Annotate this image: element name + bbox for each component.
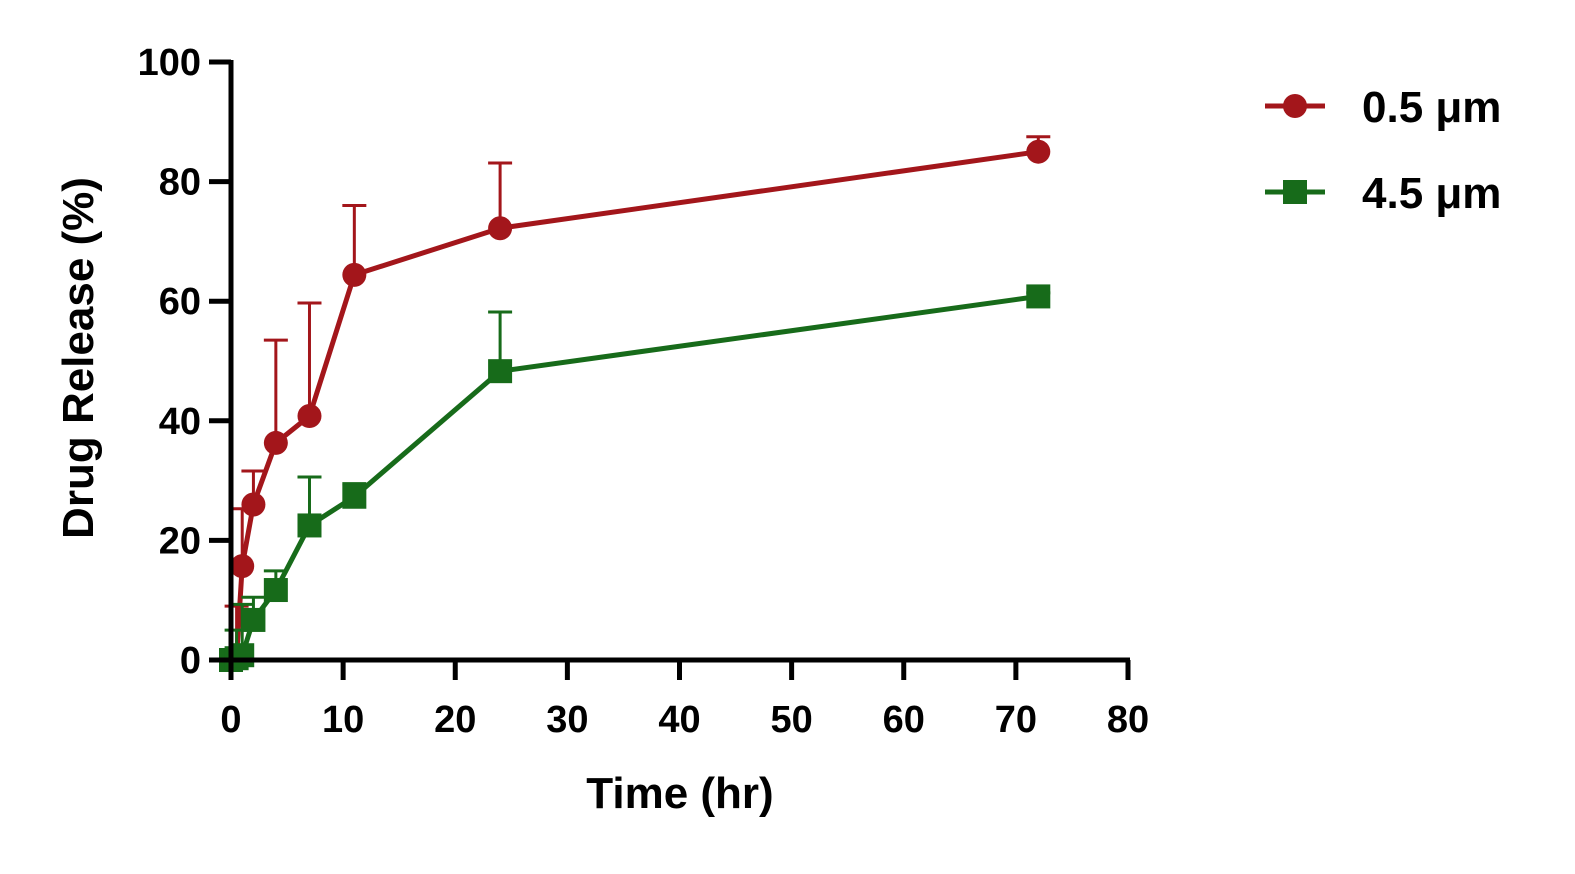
legend: 0.5 μm 4.5 μm	[1265, 83, 1501, 218]
legend-marker	[1283, 94, 1307, 118]
data-point	[1026, 284, 1051, 309]
legend-label: 4.5 μm	[1362, 169, 1501, 218]
plot-area	[219, 135, 1051, 672]
y-tick-label: 60	[159, 281, 201, 323]
x-axis-title: Time (hr)	[586, 769, 773, 818]
y-tick-label: 40	[159, 401, 201, 443]
data-point	[297, 513, 322, 538]
data-point	[230, 554, 255, 579]
legend-marker	[1283, 180, 1307, 204]
data-point	[241, 607, 266, 632]
x-tick-label: 80	[1107, 699, 1149, 741]
x-tick-label: 0	[220, 699, 241, 741]
y-tick-label: 0	[180, 640, 201, 682]
data-point	[488, 216, 513, 241]
series-1	[219, 135, 1051, 672]
legend-item: 4.5 μm	[1265, 169, 1501, 218]
x-tick-label: 50	[770, 699, 812, 741]
x-tick-label: 70	[995, 699, 1037, 741]
x-tick-label: 10	[322, 699, 364, 741]
data-point	[230, 643, 255, 668]
data-point	[241, 492, 266, 517]
data-point	[342, 484, 367, 509]
series-line	[230, 293, 1039, 663]
data-point	[297, 404, 322, 429]
series-2	[219, 284, 1051, 672]
y-axis-title: Drug Release (%)	[54, 177, 103, 539]
y-tick-label: 20	[159, 520, 201, 562]
axes: 0 20 40 60 80 100 0 10 20 30 40 50 60 70 80	[138, 42, 1150, 741]
x-tick-label: 30	[546, 699, 588, 741]
legend-item: 0.5 μm	[1265, 83, 1501, 132]
legend-label: 0.5 μm	[1362, 83, 1501, 132]
data-point	[263, 578, 288, 603]
data-point	[342, 262, 367, 287]
data-point	[263, 430, 288, 455]
y-tick-label: 100	[138, 42, 201, 84]
series-line	[229, 149, 1039, 663]
x-tick-label: 20	[434, 699, 476, 741]
x-tick-label: 40	[658, 699, 700, 741]
y-tick-label: 80	[159, 162, 201, 204]
data-point	[488, 359, 513, 384]
x-tick-label: 60	[883, 699, 925, 741]
data-point	[1026, 139, 1051, 164]
